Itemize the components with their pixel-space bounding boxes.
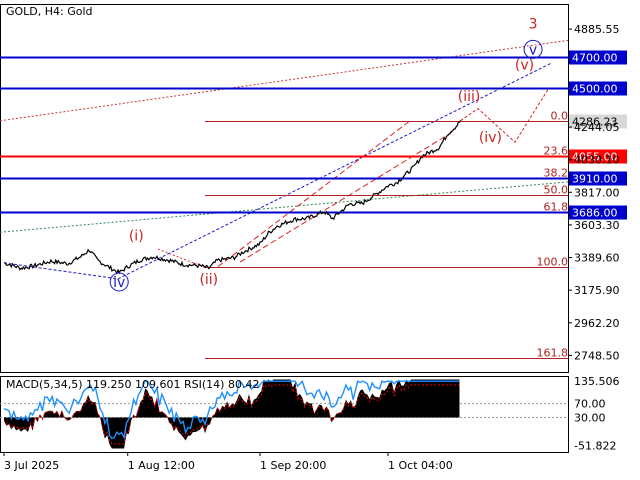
price-tick-label: 4885.55 [574, 23, 620, 36]
price-tick-label: 2748.50 [574, 349, 620, 362]
wave-circle [109, 272, 129, 292]
chart-title: GOLD, H4: Gold [6, 5, 93, 18]
fib-label: 161.8 [537, 347, 569, 360]
macd-signal-line [3, 384, 460, 445]
wave-label: (v) [515, 58, 534, 74]
time-tick-label: 1 Oct 04:00 [388, 459, 453, 472]
wave-label: v [529, 42, 537, 58]
blue-channel-line [117, 62, 553, 280]
level-tag [569, 205, 627, 220]
indicator-tick-label: 70.00 [574, 398, 606, 411]
price-tick-label: 3817.00 [574, 186, 620, 199]
wave-label: (i) [129, 229, 144, 245]
level-label: 4700.00 [572, 52, 618, 65]
wave-circle [523, 39, 543, 59]
price-frame [0, 4, 569, 373]
level-tag [569, 149, 627, 164]
price-tick-label: 4030.10 [574, 154, 620, 167]
current-price-label: 4286.23 [572, 116, 618, 129]
fib-label: 50.0 [544, 184, 569, 197]
level-label: 3686.00 [572, 207, 618, 220]
level-label: 3910.00 [572, 173, 618, 186]
time-tick-label: 1 Aug 12:00 [128, 459, 195, 472]
price-panel: 0.0 23.6 38.2 50.0 61.8 100.0 161.8 (i) (ii) (iii… [0, 4, 569, 373]
wave-label: (ii) [199, 272, 218, 288]
fib-label: 0.0 [551, 110, 569, 123]
wave-label: iv [113, 275, 125, 291]
red-channel-upper [217, 120, 411, 268]
price-tick-label: 3175.90 [574, 284, 620, 297]
macd-histogram [4, 379, 460, 449]
forecast-path [460, 89, 549, 143]
indicator-tick-label: -51.822 [574, 440, 616, 453]
price-line [4, 120, 462, 275]
fib-label: 100.0 [537, 256, 569, 269]
indicator-panel [0, 376, 569, 453]
level-label: 4055.00 [572, 151, 618, 164]
wave-i-ii-line [157, 248, 206, 268]
wave-label: 3 [529, 16, 538, 32]
price-tick-label: 3603.30 [574, 219, 620, 232]
wave-label: (iv) [479, 130, 502, 146]
fib-label: 38.2 [544, 167, 569, 180]
fib-label: 61.8 [544, 201, 569, 214]
fib-label: 23.6 [544, 145, 569, 158]
indicator-tick-label: 135.506 [574, 375, 620, 388]
wave-iv-line [3, 262, 119, 280]
time-tick-label: 1 Sep 20:00 [260, 459, 326, 472]
level-tag [569, 171, 627, 186]
rsi-line [3, 379, 460, 440]
price-tick-label: 2962.20 [574, 317, 620, 330]
wave-label: (iii) [458, 89, 481, 105]
indicator-label: MACD(5,34,5) 119.250 109.601 RSI(14) 80.… [6, 378, 259, 391]
indicator-tick-label: 30.00 [574, 411, 606, 424]
time-tick-label: 3 Jul 2025 [4, 459, 59, 472]
green-trendline [0, 181, 569, 233]
red-channel-lower [239, 131, 453, 263]
indicator-frame [0, 376, 569, 453]
price-tick-label: 3389.60 [574, 252, 620, 265]
level-tag [569, 81, 627, 96]
axes: 4700.00 4500.00 4055.00 3910.00 3686.00 4286.… [3, 23, 627, 472]
level-tag [569, 50, 627, 65]
level-label: 4500.00 [572, 83, 618, 96]
long-trendline [0, 39, 569, 122]
current-price-tag [569, 114, 627, 129]
price-tick-label: 4244.05 [574, 121, 620, 134]
